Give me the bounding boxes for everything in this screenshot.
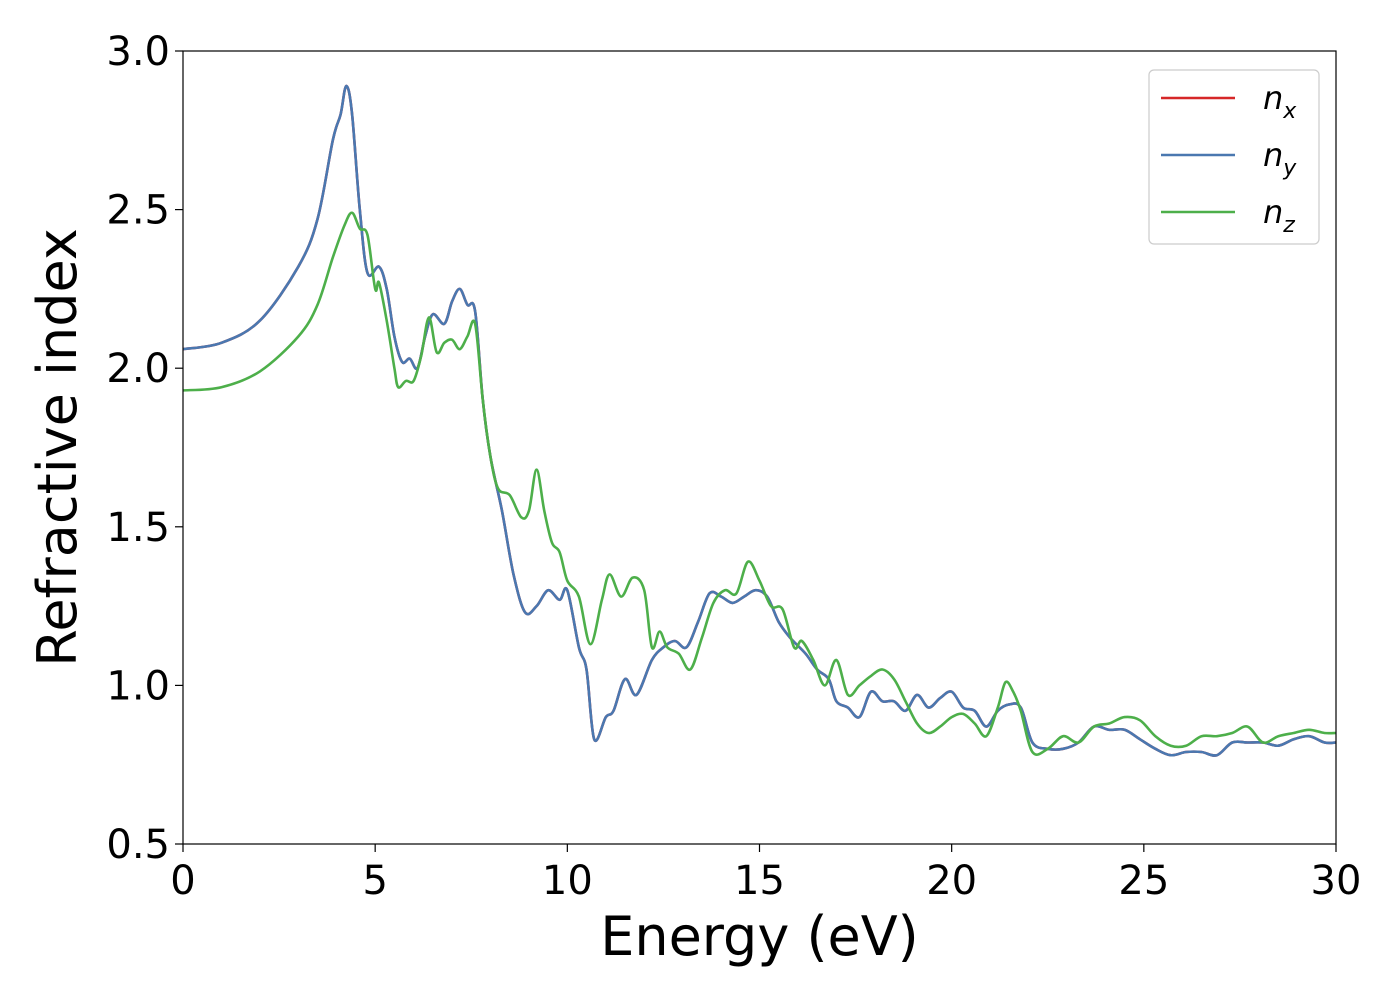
y-tick-label: 1.0 (106, 663, 170, 709)
series-layer (182, 84, 1337, 757)
x-tick-label: 10 (542, 858, 593, 904)
y-tick-label: 2.0 (106, 346, 170, 392)
x-axis-title: Energy (eV) (600, 905, 919, 968)
x-tick-label: 5 (362, 858, 387, 904)
y-tick-label: 2.5 (106, 188, 170, 234)
x-tick-label: 15 (734, 858, 785, 904)
legend-label-base: n (1263, 193, 1283, 231)
series-line-n-z (182, 211, 1337, 756)
legend-label-n-y: ny (1263, 136, 1297, 181)
legend-label-base: n (1263, 79, 1283, 117)
legend-label-n-x: nx (1263, 79, 1297, 124)
y-tick-label: 3.0 (106, 29, 170, 75)
legend-label-n-z: nz (1263, 193, 1295, 238)
y-tick-label: 1.5 (106, 505, 170, 551)
x-tick-label: 20 (926, 858, 977, 904)
legend-label-subscript: y (1282, 156, 1297, 181)
y-axis-title: Refractive index (26, 228, 89, 667)
legend-box (1148, 69, 1320, 245)
series-line-n-y (182, 84, 1337, 757)
x-tick-label: 25 (1118, 858, 1169, 904)
y-axis-ticks: 0.5 1.0 1.5 2.0 2.5 3.0 (106, 29, 183, 868)
x-tick-label: 0 (170, 858, 195, 904)
legend-label-subscript: x (1282, 99, 1297, 124)
x-axis-ticks: 0 5 10 15 20 25 30 (170, 844, 1361, 904)
x-tick-label: 30 (1311, 858, 1362, 904)
legend-label-base: n (1263, 136, 1283, 174)
legend-label-subscript: z (1282, 213, 1295, 238)
y-tick-label: 0.5 (106, 822, 170, 868)
